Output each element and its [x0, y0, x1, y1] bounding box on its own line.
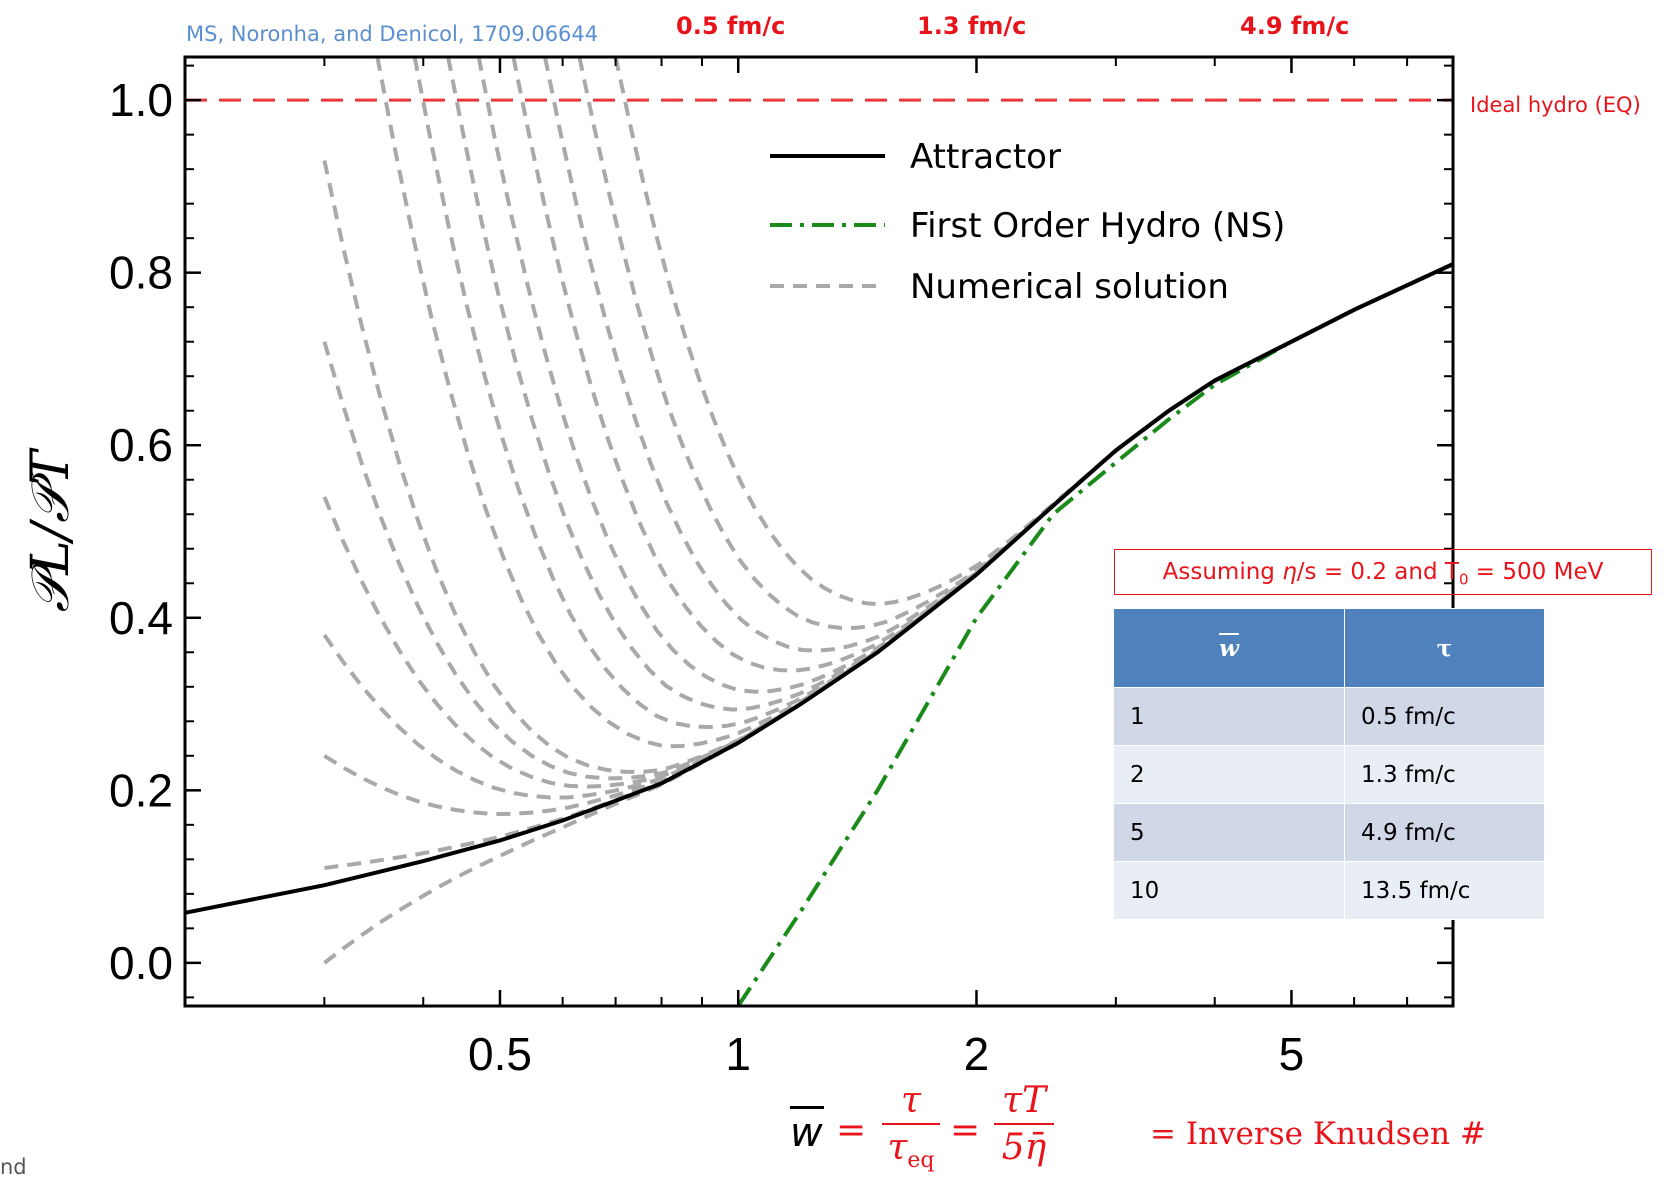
- y-tick-label: 0.8: [109, 247, 173, 299]
- formula-frac-2: τT 5η̄: [994, 1080, 1054, 1168]
- plot-frame: [183, 55, 1455, 1008]
- table-cell-tau: 0.5 fm/c: [1344, 687, 1545, 746]
- assumption-eta: η: [1282, 559, 1297, 585]
- assumption-box: Assuming η/s = 0.2 and T0 = 500 MeV: [1114, 549, 1652, 595]
- formula-equals-2: =: [950, 1110, 981, 1151]
- top-time-label-2: 1.3 fm/c: [917, 12, 1027, 40]
- formula-tau-eq-sub: eq: [907, 1148, 935, 1174]
- top-time-label-1: 0.5 fm/c: [676, 12, 786, 40]
- formula-frac-bar: [882, 1123, 940, 1125]
- table-header-tau: τ: [1344, 608, 1545, 688]
- table-cell-w: 1: [1113, 687, 1345, 746]
- legend-label: Attractor: [910, 137, 1061, 177]
- assumption-middle: /s = 0.2 and T: [1296, 559, 1459, 585]
- y-tick-label: 0.2: [109, 764, 173, 816]
- formula-tau-eq: τeq: [882, 1127, 940, 1173]
- formula-tau-eq-symbol: τ: [887, 1127, 908, 1168]
- formula-equals-1: =: [836, 1110, 867, 1151]
- assumption-sub: 0: [1458, 570, 1469, 589]
- citation: MS, Noronha, and Denicol, 1709.06644: [186, 22, 599, 46]
- formula-frac-1: τ τeq: [882, 1080, 940, 1173]
- table-row: 5 4.9 fm/c: [1113, 803, 1545, 862]
- table-cell-w: 5: [1113, 803, 1345, 862]
- x-tick-label: 5: [1279, 1028, 1305, 1080]
- table-row: 10 13.5 fm/c: [1113, 861, 1545, 920]
- y-axis-label: 𝒫L/𝒫T: [21, 447, 81, 612]
- formula-five-eta: 5η̄: [1001, 1127, 1047, 1168]
- table-cell-tau: 13.5 fm/c: [1344, 861, 1545, 920]
- formula-text: = Inverse Knudsen #: [1150, 1116, 1486, 1152]
- formula-tau-t: τT: [1002, 1080, 1046, 1121]
- assumption-suffix: = 500 MeV: [1468, 559, 1604, 585]
- table-cell-w: 2: [1113, 745, 1345, 804]
- table-row: 1 0.5 fm/c: [1113, 687, 1545, 746]
- y-tick-label: 1.0: [109, 74, 173, 126]
- table-cell-tau: 1.3 fm/c: [1344, 745, 1545, 804]
- table-header-w: w: [1113, 608, 1345, 688]
- formula-w: w: [790, 1110, 823, 1156]
- legend-label: First Order Hydro (NS): [910, 206, 1285, 246]
- table-cell-w: 10: [1113, 861, 1345, 920]
- formula-w-bar: [790, 1106, 824, 1109]
- x-tick-label: 1: [725, 1028, 751, 1080]
- y-tick-label: 0.6: [109, 419, 173, 471]
- ideal-hydro-label: Ideal hydro (EQ): [1470, 93, 1641, 117]
- legend-label: Numerical solution: [910, 267, 1229, 307]
- table-row: 2 1.3 fm/c: [1113, 745, 1545, 804]
- x-tick-label: 0.5: [468, 1028, 532, 1080]
- table-cell-tau: 4.9 fm/c: [1344, 803, 1545, 862]
- formula-frac-bar: [994, 1123, 1054, 1125]
- series-line-attractor: [184, 262, 1454, 915]
- assumption-prefix: Assuming: [1162, 559, 1283, 585]
- y-tick-label: 0.4: [109, 592, 173, 644]
- time-table: w τ 1 0.5 fm/c 2 1.3 fm/c 5 4.9 fm/c 10 13.5…: [1113, 608, 1545, 920]
- chart-legend: Attractor First Order Hydro (NS) Numerical…: [770, 137, 1285, 307]
- top-time-label-3: 4.9 fm/c: [1240, 12, 1350, 40]
- x-tick-label: 2: [964, 1028, 990, 1080]
- formula-tau: τ: [901, 1080, 921, 1121]
- corner-text: nd: [0, 1155, 27, 1179]
- y-tick-label: 0.0: [109, 937, 173, 989]
